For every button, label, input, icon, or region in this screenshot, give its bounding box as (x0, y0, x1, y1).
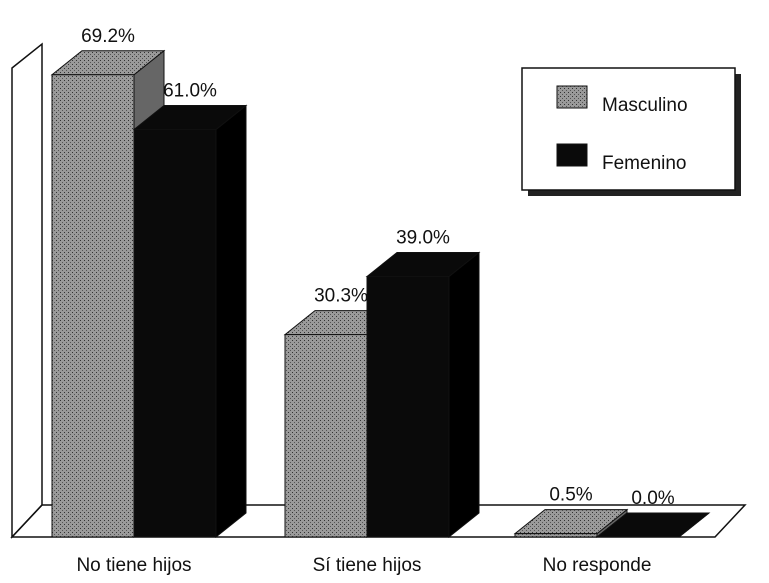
bar (595, 512, 711, 538)
bar-side (215, 104, 247, 539)
bar (132, 104, 248, 539)
data-label: 61.0% (163, 81, 217, 102)
legend (521, 67, 741, 196)
x-tick-label: Sí tiene hijos (313, 555, 422, 576)
bar-front (284, 334, 368, 538)
data-label: 69.2% (81, 26, 135, 47)
legend-label: Femenino (602, 153, 687, 174)
data-label: 39.0% (396, 227, 450, 248)
legend-swatch (556, 85, 588, 109)
legend-swatch (556, 143, 588, 167)
bar-front (514, 533, 598, 538)
walls (10, 42, 747, 539)
bar (365, 251, 481, 539)
legend-label: Masculino (602, 95, 688, 116)
data-label: 0.5% (549, 485, 592, 506)
data-label: 0.0% (631, 488, 674, 509)
x-tick-label: No tiene hijos (76, 555, 191, 576)
data-label: 30.3% (314, 286, 368, 307)
bar-side (448, 251, 480, 539)
bar-front (51, 74, 135, 538)
bar-top (595, 512, 711, 538)
x-tick-label: No responde (543, 555, 652, 576)
bar-front (133, 129, 217, 538)
bar (513, 508, 629, 539)
bar-front (366, 275, 450, 538)
